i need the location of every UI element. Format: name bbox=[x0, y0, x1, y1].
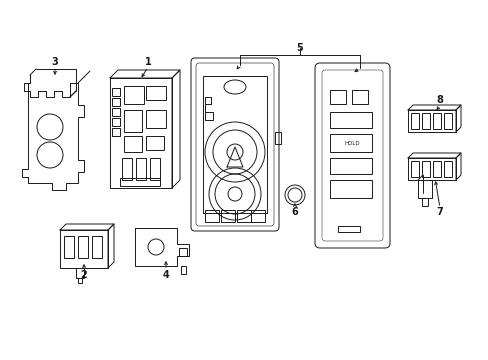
Bar bbox=[150, 158, 160, 180]
Bar bbox=[124, 86, 143, 104]
Bar bbox=[146, 110, 165, 128]
Bar bbox=[124, 110, 142, 132]
Bar bbox=[351, 90, 367, 104]
Bar bbox=[146, 86, 165, 100]
Bar bbox=[329, 112, 371, 128]
Bar bbox=[78, 278, 82, 283]
Bar bbox=[432, 113, 440, 129]
Bar bbox=[112, 98, 120, 106]
Bar bbox=[410, 113, 418, 129]
Bar bbox=[329, 180, 371, 198]
Text: 2: 2 bbox=[81, 270, 87, 280]
Bar bbox=[120, 178, 160, 186]
Bar bbox=[274, 132, 281, 144]
Text: 6: 6 bbox=[291, 207, 298, 217]
Bar bbox=[250, 210, 264, 222]
Bar bbox=[443, 161, 451, 177]
Bar bbox=[329, 134, 371, 152]
Bar bbox=[407, 110, 455, 132]
Text: 4: 4 bbox=[163, 270, 169, 280]
Bar bbox=[76, 268, 84, 278]
Bar bbox=[112, 88, 120, 96]
Bar bbox=[146, 136, 163, 150]
Bar bbox=[64, 236, 74, 258]
Bar bbox=[421, 113, 429, 129]
Bar bbox=[421, 161, 429, 177]
Text: 8: 8 bbox=[436, 95, 443, 105]
Bar bbox=[329, 158, 371, 174]
Bar bbox=[203, 76, 266, 213]
Bar bbox=[410, 161, 418, 177]
Bar bbox=[124, 136, 142, 152]
Bar bbox=[443, 113, 451, 129]
Bar bbox=[237, 210, 250, 222]
Text: HOLD: HOLD bbox=[344, 140, 359, 145]
Text: 7: 7 bbox=[436, 207, 443, 217]
Bar bbox=[337, 226, 359, 232]
Bar bbox=[136, 158, 146, 180]
Bar bbox=[181, 266, 185, 274]
Bar bbox=[421, 198, 427, 206]
Text: 1: 1 bbox=[144, 57, 151, 67]
Bar bbox=[407, 158, 455, 180]
Bar bbox=[92, 236, 102, 258]
Bar bbox=[329, 90, 346, 104]
Bar bbox=[432, 161, 440, 177]
Bar bbox=[179, 248, 186, 256]
Bar bbox=[112, 118, 120, 126]
Bar bbox=[221, 210, 235, 222]
Bar bbox=[204, 210, 219, 222]
Bar bbox=[78, 236, 88, 258]
Bar bbox=[110, 78, 172, 188]
Bar bbox=[417, 180, 431, 198]
Text: 5: 5 bbox=[296, 43, 303, 53]
Bar bbox=[122, 158, 132, 180]
Bar bbox=[60, 230, 108, 268]
Bar bbox=[112, 128, 120, 136]
Bar bbox=[112, 108, 120, 116]
Text: 3: 3 bbox=[52, 57, 58, 67]
